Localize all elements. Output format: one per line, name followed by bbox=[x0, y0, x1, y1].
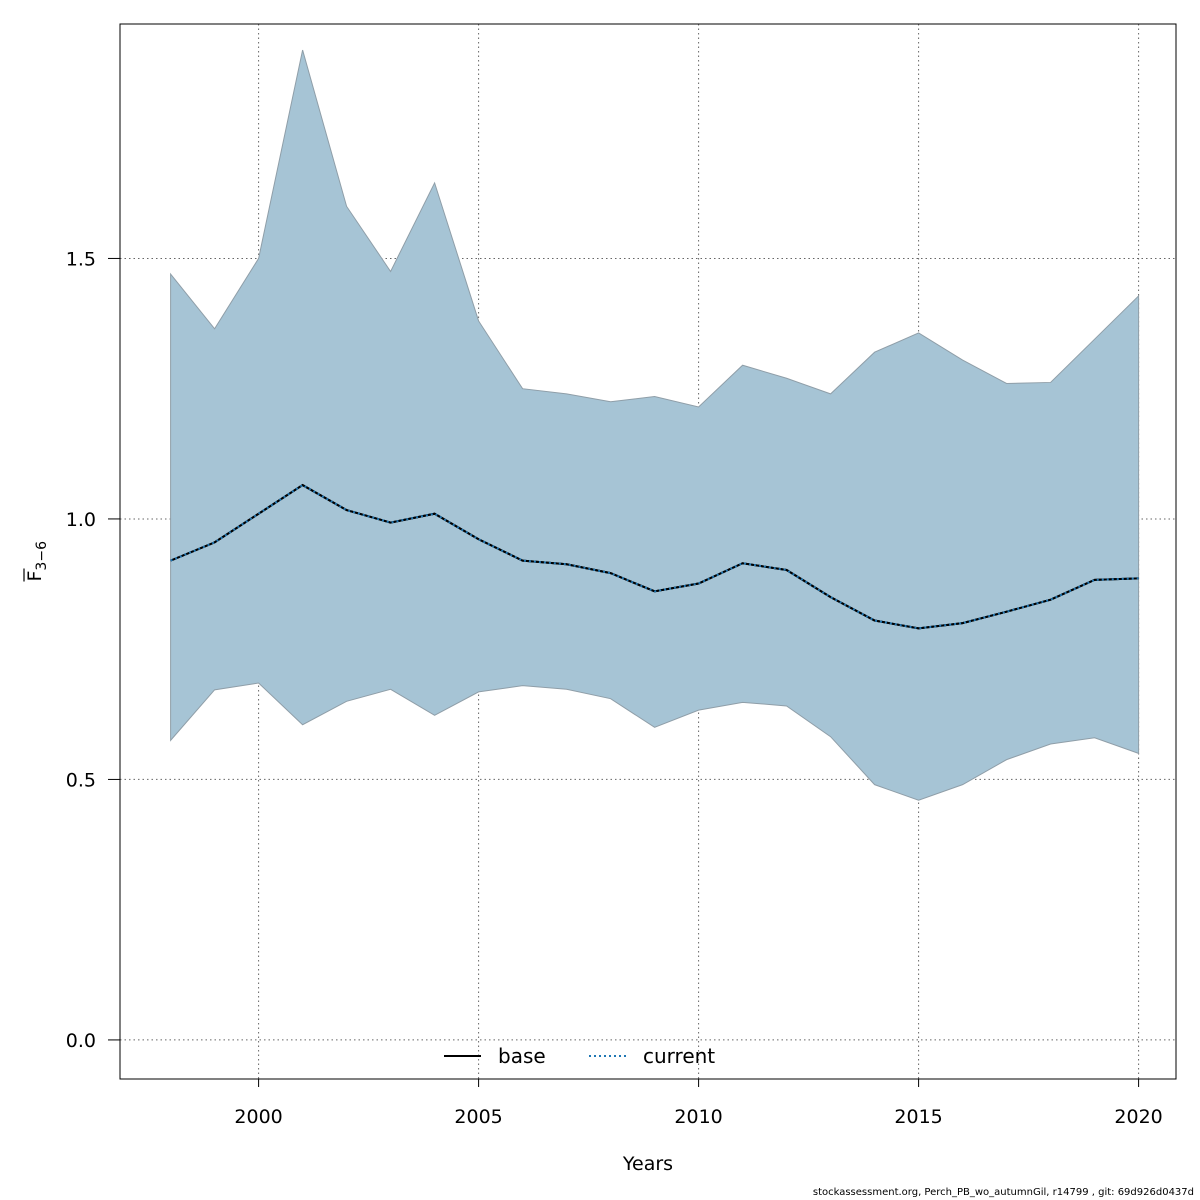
svg-text:F3−6: F3−6 bbox=[24, 541, 50, 582]
legend: base current bbox=[444, 1044, 715, 1068]
legend-label-base: base bbox=[498, 1044, 546, 1068]
x-tick-label-2010: 2010 bbox=[674, 1106, 722, 1128]
axis-ticks: 2000 2005 2010 2015 2020 0.0 0.5 1.0 1.5 bbox=[66, 248, 1163, 1128]
y-tick-label-1.5: 1.5 bbox=[66, 248, 96, 270]
y-tick-label-0.5: 0.5 bbox=[66, 769, 96, 791]
x-tick-label-2000: 2000 bbox=[234, 1106, 282, 1128]
x-axis-title: Years bbox=[622, 1153, 673, 1175]
y-tick-label-0: 0.0 bbox=[66, 1030, 96, 1052]
y-axis-title-subscript: 3−6 bbox=[34, 541, 50, 571]
y-axis-title-main: F bbox=[24, 571, 46, 582]
confidence-band-group bbox=[170, 49, 1140, 801]
confidence-band bbox=[170, 49, 1140, 801]
x-tick-label-2005: 2005 bbox=[454, 1106, 502, 1128]
footer-credit: stockassessment.org, Perch_PB_wo_autumnG… bbox=[812, 1187, 1194, 1198]
x-tick-label-2015: 2015 bbox=[894, 1106, 942, 1128]
plot-frame bbox=[119, 23, 1177, 1080]
x-tick-label-2020: 2020 bbox=[1114, 1106, 1162, 1128]
series-line-current-dots bbox=[170, 483, 1139, 630]
series-lines bbox=[170, 483, 1139, 630]
y-axis-title: F3−6 bbox=[23, 541, 50, 582]
y-tick-label-1: 1.0 bbox=[66, 509, 96, 531]
legend-label-current: current bbox=[643, 1044, 715, 1068]
